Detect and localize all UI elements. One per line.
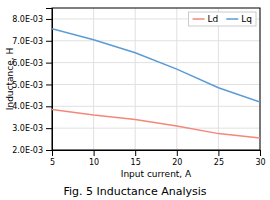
tick-mark bbox=[46, 41, 52, 42]
tick: 30 bbox=[255, 150, 265, 167]
tick-label: 5 bbox=[50, 158, 55, 167]
tick: 3.0E-03 bbox=[12, 124, 52, 133]
tick: 4.0E-03 bbox=[12, 102, 52, 111]
grid bbox=[52, 8, 260, 150]
tick-label: 4.0E-03 bbox=[12, 102, 43, 111]
y-axis: 2.0E-03 3.0E-03 4.0E-03 5.0E-03 6.0E-03 7.0E-… bbox=[12, 9, 52, 156]
tick-label: 7.0E-03 bbox=[12, 37, 43, 46]
tick-mark bbox=[46, 150, 52, 151]
grid-line bbox=[52, 62, 260, 63]
tick: 20 bbox=[172, 150, 182, 167]
axis-line bbox=[46, 9, 53, 151]
tick-label: 2.0E-03 bbox=[12, 146, 43, 155]
grid-line bbox=[93, 8, 94, 150]
tick: 5 bbox=[50, 150, 55, 167]
x-axis-title: Input current, A bbox=[121, 169, 192, 179]
tick-label: 5.0E-03 bbox=[12, 81, 43, 90]
tick-mark bbox=[46, 106, 52, 107]
legend-label: Lq bbox=[241, 14, 252, 24]
legend-swatch bbox=[226, 18, 238, 20]
plot: 5 10 15 20 25 30 2.0E-03 3.0E-03 4.0E-03 5.0E-03 6… bbox=[12, 8, 265, 167]
tick-mark bbox=[260, 150, 261, 156]
line-series bbox=[52, 29, 260, 102]
tick-label: 15 bbox=[131, 158, 141, 167]
tick: 5.0E-03 bbox=[12, 81, 52, 90]
tick-mark bbox=[135, 150, 136, 156]
tick-mark bbox=[218, 150, 219, 156]
tick: 2.0E-03 bbox=[12, 146, 52, 155]
tick-label: 8.0E-03 bbox=[12, 15, 43, 24]
legend-swatch bbox=[193, 18, 205, 20]
legend: Ld Lq bbox=[189, 12, 256, 26]
y-axis-title: Inductance, H bbox=[5, 48, 15, 110]
tick: 25 bbox=[214, 150, 224, 167]
legend-box bbox=[189, 12, 256, 26]
axis-line bbox=[53, 151, 261, 157]
tick-label: 6.0E-03 bbox=[12, 59, 43, 68]
tick: 8.0E-03 bbox=[12, 15, 52, 24]
legend-label: Ld bbox=[208, 14, 219, 24]
grid-line bbox=[52, 106, 260, 107]
series-group bbox=[52, 29, 260, 138]
grid-line bbox=[135, 8, 136, 150]
line-series bbox=[52, 110, 260, 138]
plot-frame bbox=[52, 8, 260, 150]
grid-line bbox=[218, 8, 219, 150]
x-axis: 5 10 15 20 25 30 bbox=[50, 150, 266, 167]
tick-mark bbox=[46, 84, 52, 85]
tick: 7.0E-03 bbox=[12, 37, 52, 46]
tick-label: 20 bbox=[172, 158, 182, 167]
grid-line bbox=[52, 40, 260, 41]
chart: 5 10 15 20 25 30 2.0E-03 3.0E-03 4.0E-03 5.0E-03 6… bbox=[0, 0, 270, 200]
tick-mark bbox=[46, 63, 52, 64]
tick: 10 bbox=[89, 150, 99, 167]
tick-mark bbox=[46, 19, 52, 20]
legend-item: Ld bbox=[193, 14, 219, 24]
tick-label: 10 bbox=[89, 158, 99, 167]
tick-label: 3.0E-03 bbox=[12, 124, 43, 133]
tick-mark bbox=[177, 150, 178, 156]
tick: 6.0E-03 bbox=[12, 59, 52, 68]
tick: 15 bbox=[131, 150, 141, 167]
tick-mark bbox=[46, 128, 52, 129]
tick-label: 30 bbox=[255, 158, 265, 167]
tick-label: 25 bbox=[214, 158, 224, 167]
grid-line bbox=[52, 84, 260, 85]
grid-line bbox=[176, 8, 177, 150]
grid-line bbox=[52, 128, 260, 129]
chart-title: Fig. 5 Inductance Analysis bbox=[64, 185, 207, 198]
grid-line bbox=[52, 18, 260, 19]
legend-item: Lq bbox=[226, 14, 252, 24]
tick-mark bbox=[94, 150, 95, 156]
